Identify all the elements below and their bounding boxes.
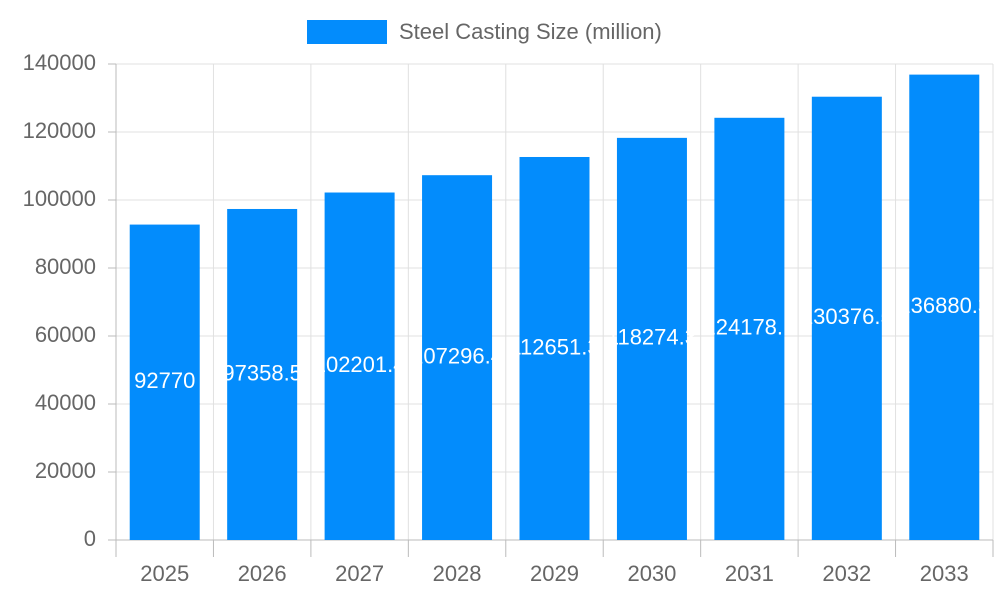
- x-tick-label: 2025: [140, 561, 189, 586]
- bar: [324, 192, 395, 540]
- bar: [519, 156, 590, 540]
- data-label: 112651.3: [509, 334, 599, 359]
- legend-swatch: [307, 20, 387, 44]
- bar: [129, 224, 200, 540]
- legend-label: Steel Casting Size (million): [399, 19, 662, 44]
- y-tick-label: 120000: [23, 118, 96, 143]
- x-tick-label: 2031: [725, 561, 774, 586]
- y-tick-label: 80000: [35, 254, 96, 279]
- x-tick-label: 2027: [335, 561, 384, 586]
- y-tick-label: 60000: [35, 322, 96, 347]
- data-label: 97358.5: [222, 360, 302, 385]
- data-label: 136880.3: [898, 293, 990, 318]
- x-tick-label: 2032: [822, 561, 871, 586]
- y-tick-label: 100000: [23, 186, 96, 211]
- data-label: 130376.5: [801, 304, 893, 329]
- bar: [909, 74, 980, 540]
- y-tick-label: 40000: [35, 390, 96, 415]
- data-label: 102201.4: [314, 352, 406, 377]
- bar: [616, 137, 687, 541]
- x-tick-label: 2030: [627, 561, 676, 586]
- y-tick-label: 20000: [35, 458, 96, 483]
- x-tick-label: 2029: [530, 561, 579, 586]
- data-label: 92770: [134, 368, 195, 393]
- x-tick-label: 2028: [433, 561, 482, 586]
- x-tick-label: 2033: [920, 561, 969, 586]
- bar: [714, 117, 785, 540]
- data-label: 107296.4: [411, 343, 503, 368]
- bar: [811, 96, 882, 540]
- y-tick-label: 0: [84, 526, 96, 551]
- bar: [227, 208, 298, 541]
- bar: [422, 175, 493, 540]
- data-label: 118274.3: [607, 325, 697, 350]
- x-tick-label: 2026: [238, 561, 287, 586]
- y-tick-label: 140000: [23, 50, 96, 75]
- data-label: 124178.1: [704, 315, 796, 340]
